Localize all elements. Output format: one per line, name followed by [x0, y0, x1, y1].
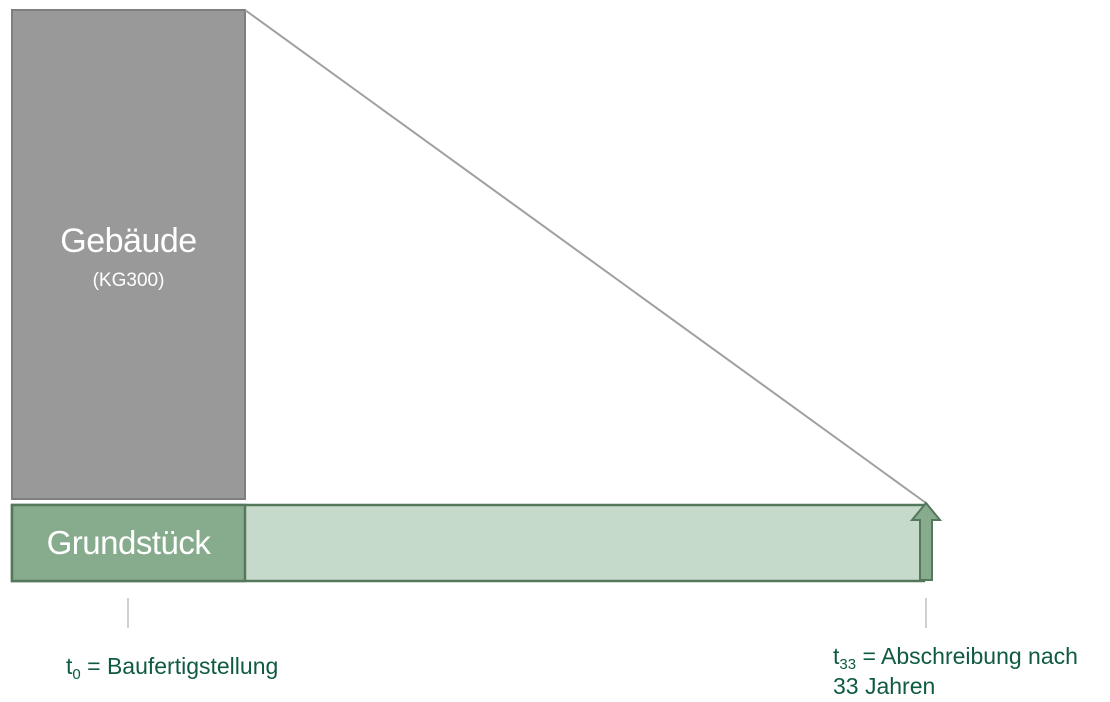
t33-symbol: t — [833, 643, 840, 669]
building-title: Gebäude — [60, 222, 197, 260]
t0-index: 0 — [72, 666, 81, 683]
land-label: Grundstück — [46, 524, 211, 561]
t33-text-line1: = Abschreibung nach — [856, 643, 1078, 669]
t0-label: t0 = Baufertigstellung — [66, 651, 279, 683]
t33-index: 33 — [839, 656, 857, 673]
t0-symbol: t — [66, 653, 73, 679]
t0-text: = Baufertigstellung — [80, 653, 279, 679]
up-arrow-icon — [909, 501, 943, 581]
land-block — [10, 503, 247, 583]
depreciation-line — [244, 9, 927, 504]
building-subtitle: (KG300) — [92, 270, 165, 291]
t33-text-line2: 33 Jahren — [833, 673, 936, 699]
building-block — [11, 9, 246, 500]
t33-label: t33 = Abschreibung nach 33 Jahren — [833, 641, 1078, 701]
